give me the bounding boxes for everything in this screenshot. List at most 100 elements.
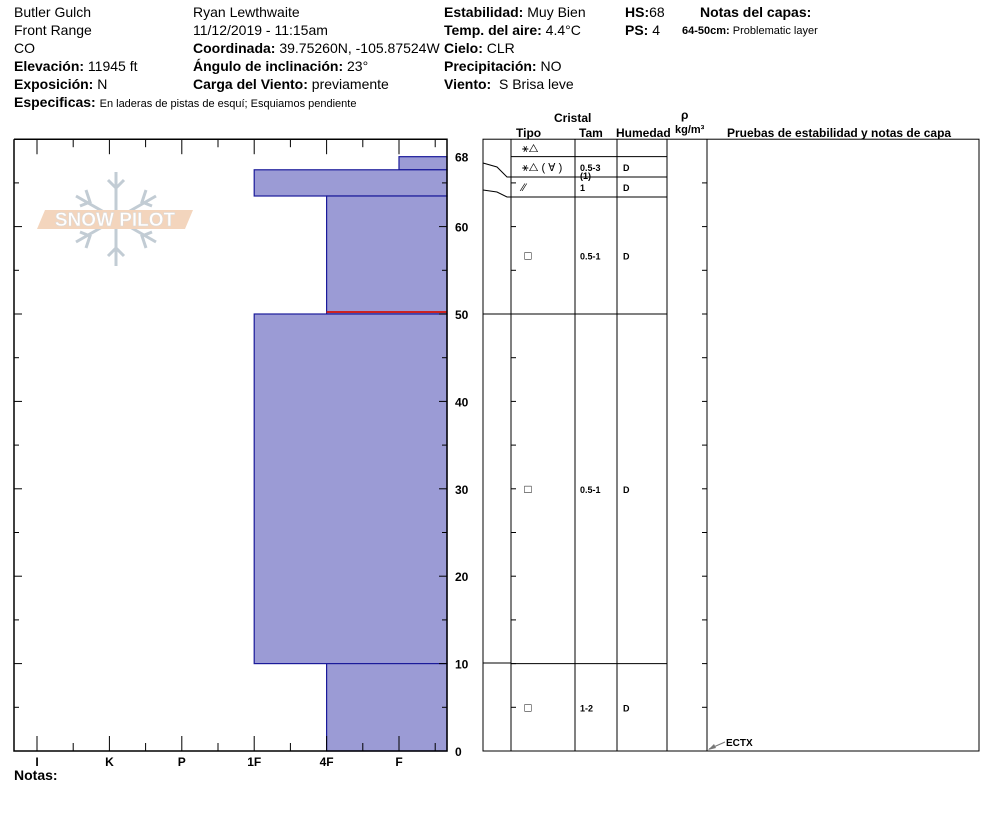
moisture: D [623, 252, 630, 262]
hs-value: 68 [649, 4, 665, 20]
ps-label: PS: [625, 22, 649, 38]
header-cristal: Cristal [554, 111, 592, 125]
layer-note-text: Problematic layer [732, 25, 818, 37]
hs-label: HS: [625, 4, 650, 20]
windload-value: previamente [311, 76, 389, 92]
test-label: ECTX [726, 738, 753, 749]
x-tick-label: P [178, 755, 186, 769]
x-tick-label: 1F [247, 755, 261, 769]
grain-type: ⚹△ ( ∀ ) [522, 162, 562, 174]
x-tick-label: 4F [320, 755, 334, 769]
grain-type: ⚹△ [522, 143, 539, 155]
specifics-label: Especificas: [14, 94, 96, 110]
y-tick-label: 10 [455, 658, 469, 672]
hs: HS:68 [625, 4, 665, 21]
moisture: D [623, 183, 630, 193]
y-tick-label: 50 [455, 308, 469, 322]
layer-notes-label: Notas del capas: [700, 4, 812, 20]
logo-banner [37, 210, 193, 229]
coord-value: 39.75260N, -105.87524W [279, 40, 440, 56]
layer-bar [398, 156, 448, 171]
moisture: D [623, 485, 630, 495]
y-tick-label: 20 [455, 570, 469, 584]
wind-loading: Carga del Viento: previamente [193, 76, 389, 93]
layer-note: 64-50cm: Problematic layer [682, 23, 818, 40]
test-arrowhead-icon [708, 744, 716, 750]
stability-label: Estabilidad: [444, 4, 524, 20]
layer-bar [326, 662, 448, 752]
notes-label: Notas: [14, 767, 58, 783]
slope-value: 23° [347, 58, 369, 74]
state: CO [14, 40, 35, 56]
airtemp-value: 4.4°C [545, 22, 581, 38]
header-tests: Pruebas de estabilidad y notas de capa [727, 126, 952, 140]
coord-label: Coordinada: [193, 40, 276, 56]
precip-label: Precipitación: [444, 58, 537, 74]
elevation: Elevación: 11945 ft [14, 58, 137, 75]
observer: Ryan Lewthwaite [193, 4, 300, 20]
layer-note-range: 64-50cm: [682, 25, 730, 37]
header-density: kg/m³ [675, 124, 705, 136]
slope: Ángulo de inclinación: 23° [193, 58, 368, 75]
slope-label: Ángulo de inclinación: [193, 58, 344, 74]
elevation-label: Elevación: [14, 58, 85, 74]
x-tick-label: I [35, 755, 38, 769]
grain-size: 0.5-3 [580, 163, 601, 173]
y-tick-label: 0 [455, 745, 462, 759]
ps-value: 4 [652, 22, 661, 38]
air-temp: Temp. del aire: 4.4°C [444, 22, 581, 39]
grain-type: □ [524, 482, 531, 496]
specifics-value: En laderas de pistas de esquí; Esquiamos… [99, 98, 357, 110]
y-tick-label: 40 [455, 395, 469, 409]
sky-label: Cielo: [444, 40, 483, 56]
stability-value: Muy Bien [527, 4, 586, 20]
depth-connector [482, 162, 511, 178]
windload-label: Carga del Viento: [193, 76, 308, 92]
grain-type: □ [524, 249, 531, 263]
grain-table-frame [482, 138, 980, 752]
ps: PS: 4 [625, 22, 660, 39]
grain-size: 1 [580, 183, 585, 193]
header-tam: Tam [579, 126, 603, 140]
y-tick-label: 30 [455, 483, 469, 497]
x-tick-label: F [395, 755, 402, 769]
elevation-value: 11945 ft [87, 58, 138, 74]
grain-size-secondary: (1) [580, 171, 591, 181]
wind: Viento: S Brisa leve [444, 76, 574, 93]
precip-value: NO [540, 58, 562, 74]
coordinates: Coordinada: 39.75260N, -105.87524W [193, 40, 440, 57]
depth-connector [482, 189, 511, 198]
logo-text: SNOW PILOT [55, 210, 176, 231]
aspect-value: N [97, 76, 108, 92]
grain-type: □ [524, 700, 531, 714]
grain-size: 1-2 [580, 703, 593, 713]
grain-type: ⁄⁄ [519, 182, 528, 194]
y-tick-label: 68 [455, 151, 469, 165]
layer-bar [253, 169, 448, 197]
header-rho: ρ [681, 108, 689, 122]
header-tipo: Tipo [516, 126, 542, 140]
header-humedad: Humedad [616, 126, 671, 140]
moisture: D [623, 703, 630, 713]
profile-frame [13, 138, 448, 752]
range: Front Range [14, 22, 92, 38]
sky: Cielo: CLR [444, 40, 515, 57]
moisture: D [623, 163, 630, 173]
snowpilot-logo: SNOW PILOT [37, 172, 193, 266]
y-tick-label: 60 [455, 221, 469, 235]
sky-value: CLR [486, 40, 515, 56]
layer-bar [326, 195, 448, 315]
x-tick-label: K [105, 755, 114, 769]
airtemp-label: Temp. del aire: [444, 22, 542, 38]
specifics: Especificas: En laderas de pistas de esq… [14, 94, 356, 113]
wind-value: S Brisa leve [498, 76, 574, 92]
datetime: 11/12/2019 - 11:15am [193, 22, 328, 38]
layer-bar [253, 313, 448, 665]
grain-size: 0.5-1 [580, 252, 601, 262]
aspect: Exposición: N [14, 76, 107, 93]
precipitation: Precipitación: NO [444, 58, 561, 75]
grain-size: 0.5-1 [580, 485, 601, 495]
location: Butler Gulch [14, 4, 92, 20]
stability: Estabilidad: Muy Bien [444, 4, 586, 21]
